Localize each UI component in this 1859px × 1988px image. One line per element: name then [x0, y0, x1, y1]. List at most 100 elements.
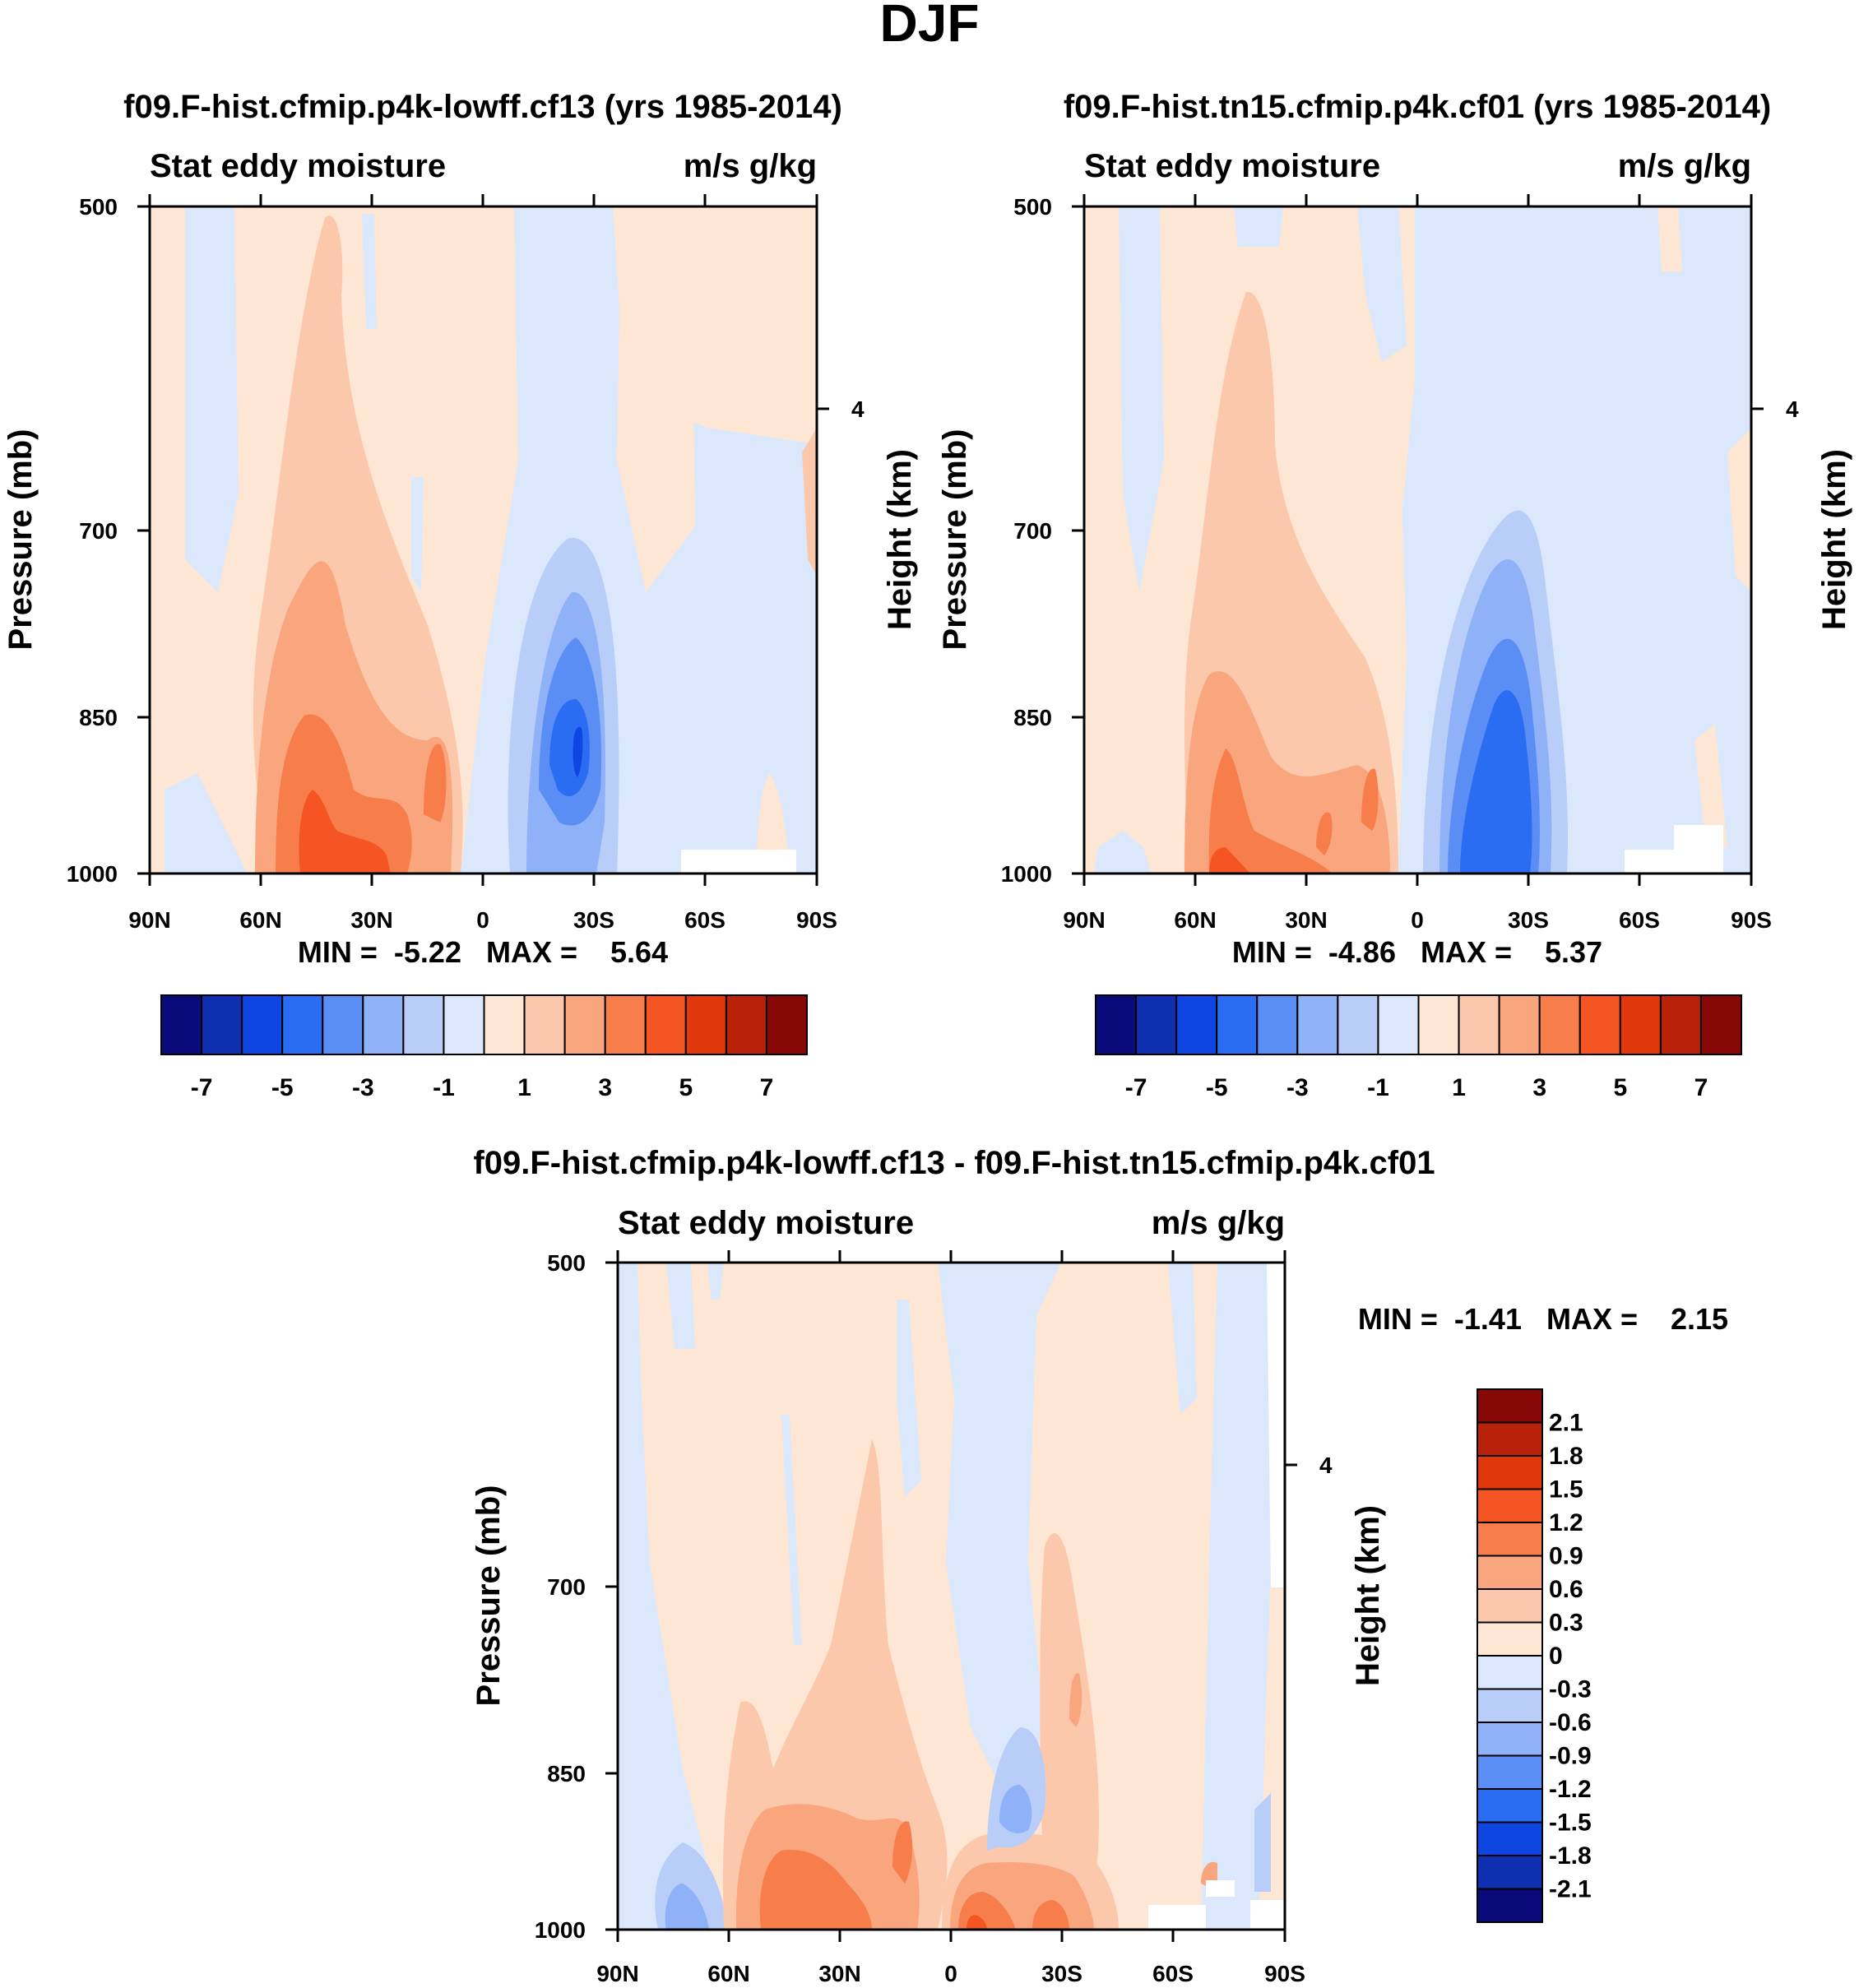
panel-1-xtick: 90S [796, 907, 837, 933]
panel-1-ytick: 850 [79, 705, 118, 730]
colorbar-box [1135, 994, 1178, 1055]
panel-2: f09.F-hist.tn15.cfmip.p4k.cf01 (yrs 1985… [937, 89, 1852, 1101]
colorbar-box [1477, 1555, 1543, 1590]
colorbar-box [1538, 994, 1581, 1055]
colorbar-label: -3 [352, 1074, 374, 1101]
panel-2-left-label: Stat eddy moisture [1084, 148, 1380, 184]
colorbar-label: -1.5 [1549, 1810, 1592, 1837]
colorbar-box [1477, 1421, 1543, 1457]
panel-2-xtick: 90S [1731, 907, 1772, 933]
colorbar-label: -7 [191, 1074, 213, 1101]
panel-3: f09.F-hist.cfmip.p4k-lowff.cf13 - f09.F-… [471, 1145, 1728, 1986]
colorbar-box [1477, 1688, 1543, 1723]
panel-2-colorbar: -7 -5 -3 -1 1 3 5 7 [1095, 994, 1742, 1101]
colorbar-box [1477, 1588, 1543, 1624]
colorbar-label: 1 [1452, 1074, 1466, 1101]
colorbar-label: -1.2 [1549, 1776, 1592, 1803]
colorbar-label: 7 [1694, 1074, 1708, 1101]
colorbar-box [684, 994, 727, 1055]
panel-2-stats: MIN = -4.86 MAX = 5.37 [1232, 935, 1602, 969]
colorbar-box [402, 994, 445, 1055]
panel-1-ytick: 1000 [67, 861, 118, 887]
panel-1-ylabel-right: Height (km) [882, 449, 918, 630]
colorbar-box [1477, 1388, 1543, 1424]
colorbar-box [1477, 1855, 1543, 1890]
colorbar-label: 3 [598, 1074, 612, 1101]
panel-3-ytick: 850 [547, 1761, 586, 1786]
panel-1-xtick: 60N [239, 907, 281, 933]
panel-1-ytick: 700 [79, 518, 118, 544]
panel-2-xtick: 30S [1508, 907, 1549, 933]
panel-2-xtick: 60N [1174, 907, 1216, 933]
colorbar-box [1337, 994, 1379, 1055]
panel-2-ylabel: Pressure (mb) [937, 429, 973, 651]
colorbar-label: -1 [433, 1074, 455, 1101]
panel-2-xtick: 90N [1063, 907, 1105, 933]
colorbar-label: -7 [1125, 1074, 1147, 1101]
panel-2-ytick-right: 4 [1786, 396, 1799, 422]
panel-1-stats: MIN = -5.22 MAX = 5.64 [298, 935, 668, 969]
colorbar-box [604, 994, 647, 1055]
colorbar-box [362, 994, 405, 1055]
panel-3-colorbar: 2.1 1.8 1.5 1.2 0.9 0.6 0.3 0 -0.3 -0.6 -0.9 -1.2 -1… [1477, 1388, 1592, 1923]
panel-2-xtick: 60S [1619, 907, 1660, 933]
colorbar-box [1417, 994, 1460, 1055]
colorbar-box [1477, 1488, 1543, 1523]
colorbar-label: -0.3 [1549, 1676, 1592, 1703]
panel-2-contours [1084, 206, 1751, 874]
panel-1-xtick: 30S [573, 907, 614, 933]
colorbar-box [1498, 994, 1541, 1055]
panel-2-ytick: 1000 [1001, 861, 1052, 887]
colorbar-label: 1 [517, 1074, 531, 1101]
colorbar-box [1256, 994, 1299, 1055]
panel-2-ytick: 850 [1013, 705, 1052, 730]
panel-1: f09.F-hist.cfmip.p4k-lowff.cf13 (yrs 198… [2, 89, 918, 1101]
colorbar-box [1477, 1655, 1543, 1690]
colorbar-box [1458, 994, 1500, 1055]
panel-1-contours [150, 206, 817, 874]
panel-1-xtick: 60S [684, 907, 726, 933]
colorbar-box [765, 994, 808, 1055]
colorbar-label: 1.8 [1549, 1443, 1583, 1470]
colorbar-box [281, 994, 324, 1055]
colorbar-box [1477, 1754, 1543, 1790]
panel-1-colorbar: -7 -5 -3 -1 1 3 5 7 [160, 994, 808, 1101]
colorbar-label: -5 [271, 1074, 294, 1101]
colorbar-box [1377, 994, 1420, 1055]
panel-2-xtick: 0 [1411, 907, 1424, 933]
colorbar-box [1477, 1621, 1543, 1657]
colorbar-label: 5 [1613, 1074, 1627, 1101]
colorbar-box [160, 994, 203, 1055]
panel-3-xtick: 60S [1152, 1961, 1194, 1986]
colorbar-box [1296, 994, 1339, 1055]
colorbar-box [1216, 994, 1259, 1055]
panel-1-right-label: m/s g/kg [684, 148, 817, 184]
panel-1-ylabel: Pressure (mb) [2, 429, 39, 651]
panel-2-ylabel-right: Height (km) [1816, 449, 1852, 630]
colorbar-box [201, 994, 243, 1055]
colorbar-label: 0.3 [1549, 1610, 1583, 1637]
panel-1-left-label: Stat eddy moisture [150, 148, 446, 184]
colorbar-label: 1.5 [1549, 1476, 1583, 1504]
panel-3-xtick: 0 [944, 1961, 957, 1986]
colorbar-box [483, 994, 526, 1055]
panel-1-xtick: 90N [128, 907, 170, 933]
colorbar-box [1699, 994, 1742, 1055]
colorbar-label: 5 [679, 1074, 693, 1101]
colorbar-label: 2.1 [1549, 1410, 1583, 1437]
panel-3-xtick: 60N [707, 1961, 749, 1986]
colorbar-box [1477, 1522, 1543, 1557]
panel-3-right-label: m/s g/kg [1152, 1205, 1285, 1241]
colorbar-label: -2.1 [1549, 1876, 1592, 1903]
colorbar-box [563, 994, 606, 1055]
colorbar-label: -1 [1367, 1074, 1389, 1101]
colorbar-label: -5 [1206, 1074, 1228, 1101]
panel-3-xtick: 90S [1264, 1961, 1305, 1986]
panel-3-ytick: 700 [547, 1574, 586, 1600]
panel-1-ytick: 500 [79, 194, 118, 220]
panel-3-xtick: 30N [818, 1961, 860, 1986]
colorbar-label: -1.8 [1549, 1842, 1592, 1870]
panel-2-ytick: 500 [1013, 194, 1052, 220]
panel-1-xtick: 0 [476, 907, 489, 933]
colorbar-box [241, 994, 284, 1055]
